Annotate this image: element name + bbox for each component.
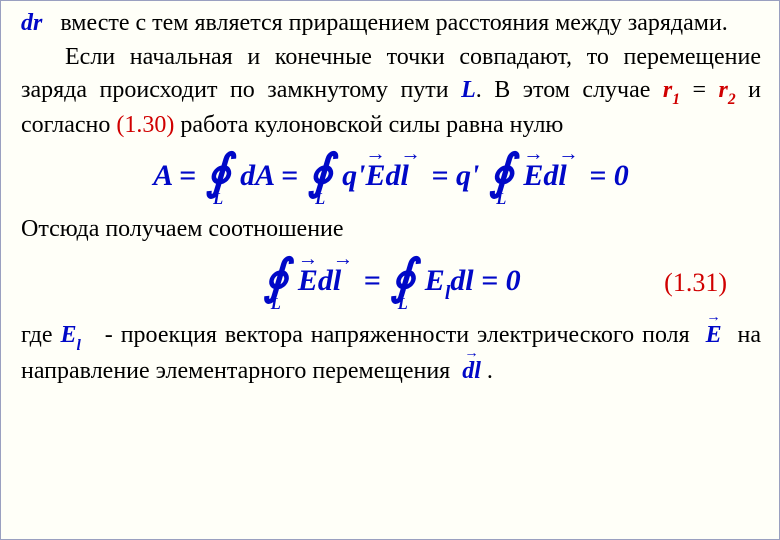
text-period: . <box>487 358 493 384</box>
equation-2: ∮L Edl = ∮L Eldl = 0 (1.31) <box>21 256 761 310</box>
oint-icon: ∮L <box>489 151 514 205</box>
text-p2b: . В этом случае <box>476 77 663 103</box>
inline-symbol-dr: dr <box>21 10 42 36</box>
inline-El: El <box>60 322 80 348</box>
text-eq: = <box>680 77 718 103</box>
paragraph-4: где El - проекция вектора напряженности … <box>21 318 761 388</box>
ref-130: (1.30) <box>116 112 174 138</box>
inline-r1: r1 <box>663 77 680 103</box>
oint-icon: ∮L <box>206 151 231 205</box>
oint-icon: ∮L <box>308 151 333 205</box>
inline-Evec: E <box>706 318 722 352</box>
text-p1a: вместе с тем является приращением рассто… <box>60 10 727 36</box>
text-p4b: - проекция вектора напряженности электри… <box>97 322 698 348</box>
inline-dl: dl <box>462 354 481 388</box>
paragraph-1: dr вместе с тем является приращением рас… <box>21 7 761 39</box>
equation-tag: (1.31) <box>664 265 727 300</box>
oint-icon: ∮L <box>390 256 415 310</box>
paragraph-3: Отсюда получаем соотношение <box>21 213 761 245</box>
text-p4a: где <box>21 322 60 348</box>
text-p2d: работа кулоновской силы равна нулю <box>174 112 563 138</box>
oint-icon: ∮L <box>263 256 288 310</box>
inline-r2: r2 <box>719 77 736 103</box>
text-p3: Отсюда получаем соотношение <box>21 216 344 242</box>
inline-symbol-L: L <box>461 77 476 103</box>
equation-1: A = ∮L dA = ∮L q'Edl = q' ∮L Edl = 0 <box>21 151 761 205</box>
paragraph-2: Если начальная и конечные точки совпадаю… <box>21 41 761 141</box>
